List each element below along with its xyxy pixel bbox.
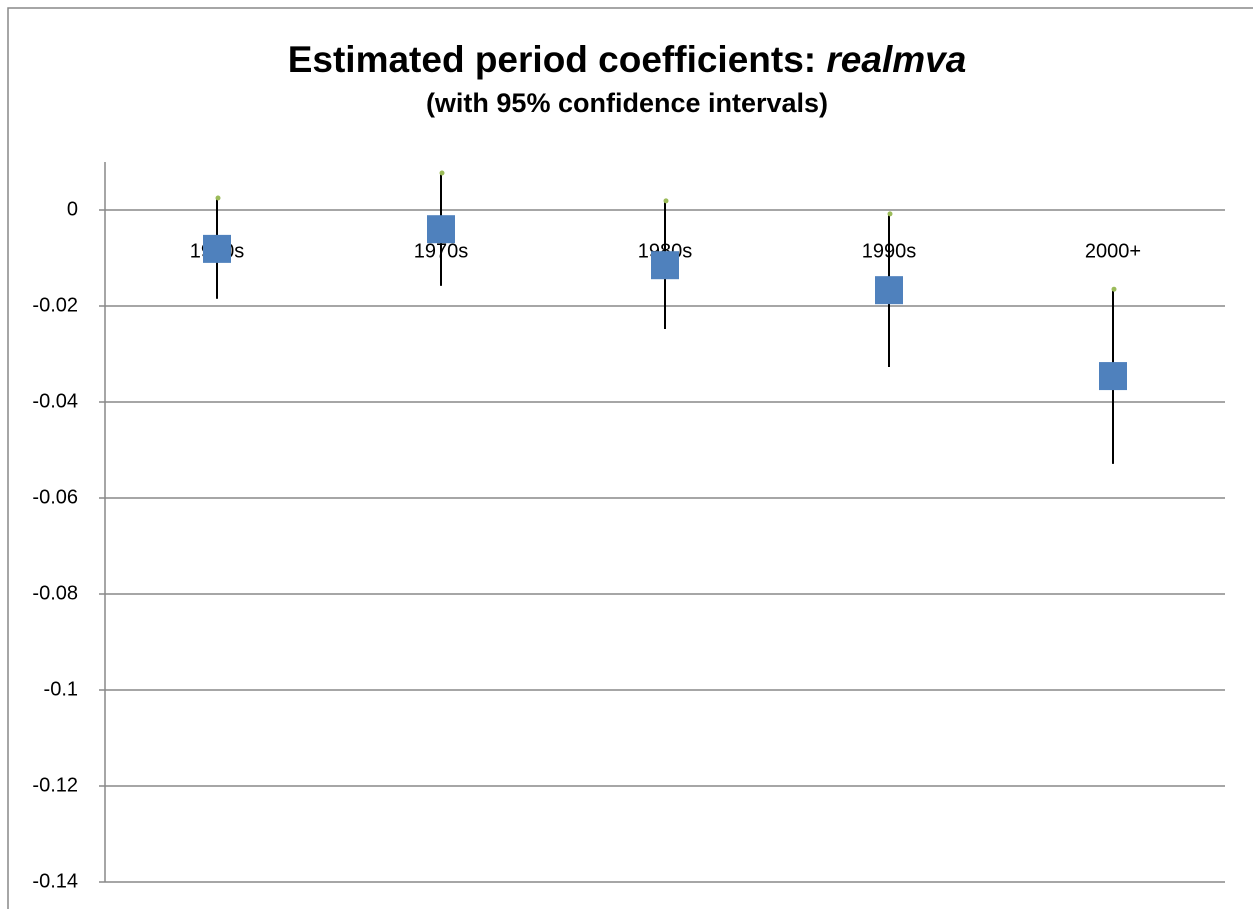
whisker-cap (663, 198, 669, 204)
y-tick-label: -0.08 (32, 582, 78, 604)
whisker-cap (439, 170, 445, 176)
y-tick-label: -0.14 (32, 870, 78, 892)
marker (651, 251, 679, 280)
whisker-cap (887, 211, 893, 217)
y-tick-label: -0.1 (44, 678, 78, 700)
whisker-cap (1111, 286, 1117, 292)
y-tick-label: -0.12 (32, 774, 78, 796)
chart-border (7, 7, 1253, 909)
chart-title: Estimated period coefficients: realmva (288, 39, 967, 80)
y-tick-label: 0 (67, 198, 78, 220)
marker (875, 276, 903, 305)
marker (203, 234, 231, 263)
marker (427, 215, 455, 244)
title-main: Estimated period coefficients: (288, 39, 816, 80)
title-emphasis: realmva (826, 39, 966, 80)
y-tick-label: -0.02 (32, 294, 78, 316)
y-tick-label: -0.04 (32, 390, 78, 412)
x-tick-label: 2000+ (1085, 240, 1141, 262)
y-tick-label: -0.06 (32, 486, 78, 508)
marker (1099, 362, 1127, 391)
chart-subtitle: (with 95% confidence intervals) (426, 88, 828, 118)
whisker-cap (215, 195, 221, 201)
